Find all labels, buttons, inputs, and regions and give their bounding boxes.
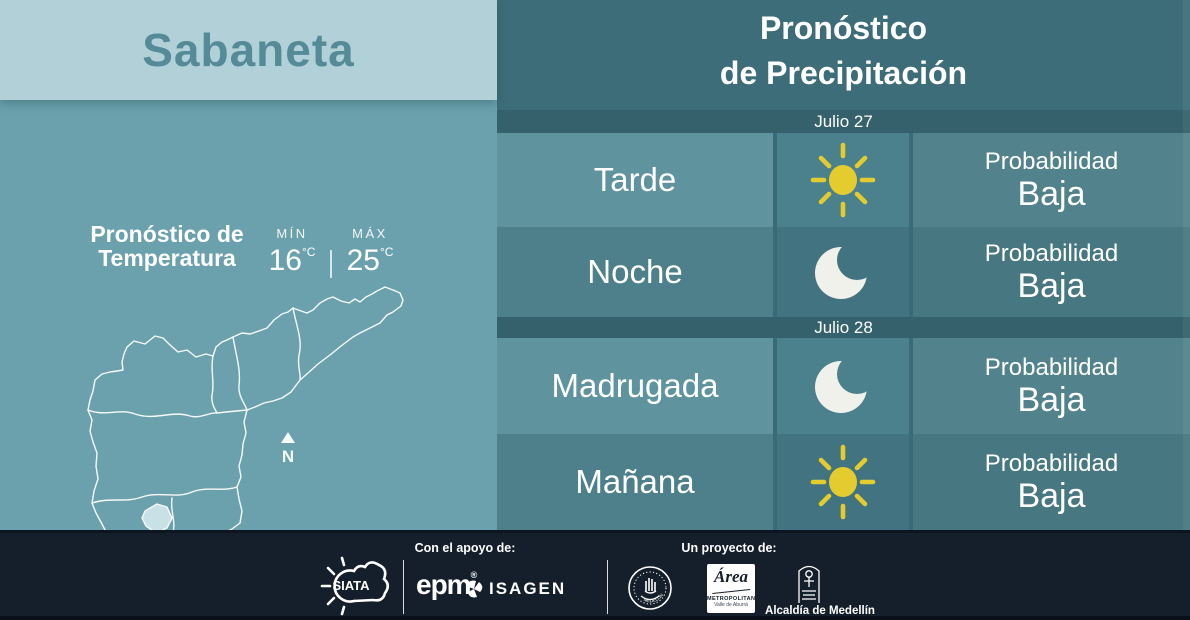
footer-bottom-line	[0, 616, 1190, 620]
area-logo-line1: METROPOLITANA	[707, 596, 755, 602]
date-band-julio-28: Julio 28	[497, 317, 1190, 338]
max-value: 25	[346, 244, 380, 277]
map-border-girardota	[232, 336, 248, 411]
map-outer-boundary	[87, 286, 404, 614]
forecast-row-tarde: Tarde Probabilidad Baja	[497, 133, 1190, 227]
area-metropolitana-logo: Área METROPOLITANA Valle de Aburrá	[707, 564, 755, 613]
precipitation-header: Pronóstico de Precipitación	[497, 0, 1190, 110]
medellin-seal-logo: MEDELLÍN	[628, 566, 672, 610]
north-arrow-icon	[281, 432, 295, 443]
city-header: Sabaneta	[0, 0, 497, 100]
map-sabaneta-highlight	[141, 503, 173, 534]
max-unit: °C	[379, 245, 394, 259]
probability-value: Baja	[1017, 477, 1086, 515]
date-label: Julio 27	[814, 111, 873, 131]
map-border-barbosa	[292, 307, 301, 381]
probability-value: Baja	[1017, 175, 1086, 213]
alcaldia-logo-text: Alcaldía de Medellín	[765, 605, 875, 617]
minmax-divider	[330, 250, 332, 278]
siata-logo-text: SIATA	[332, 578, 370, 593]
alcaldia-emblem-icon	[798, 565, 820, 603]
moon-icon	[815, 361, 867, 413]
min-label: MÍN	[276, 226, 308, 241]
page-title: Sabaneta	[142, 24, 355, 76]
area-logo-line2: Valle de Aburrá	[714, 602, 748, 608]
map-border-copacabana	[211, 355, 218, 414]
forecast-row-noche: Noche Probabilidad Baja	[497, 227, 1190, 317]
project-label: Un proyecto de:	[681, 541, 777, 555]
isagen-logo-text: ISAGEN	[489, 579, 567, 598]
forecast-row-madrugada: Madrugada Probabilidad Baja	[497, 338, 1190, 434]
precipitation-heading-line2: de Precipitación	[719, 55, 968, 91]
probability-cell: Probabilidad Baja	[913, 338, 1190, 434]
sky-icon-cell	[777, 133, 909, 227]
probability-cell: Probabilidad Baja	[913, 434, 1190, 530]
siata-logo: SIATA	[320, 556, 390, 616]
footer: Con el apoyo de: Un proyecto de: SIATA e…	[0, 530, 1190, 620]
svg-text:MEDELLÍN: MEDELLÍN	[643, 592, 664, 603]
map-border-bello	[87, 409, 248, 418]
map-border-medellin-south	[91, 486, 238, 504]
epm-logo-text: epm	[416, 569, 472, 600]
epm-logo: epm®	[416, 569, 477, 601]
min-value: 16	[268, 244, 302, 277]
sky-icon-cell	[777, 338, 909, 434]
temperature-heading: Pronóstico de Temperatura	[62, 222, 272, 270]
sun-icon	[810, 444, 876, 520]
area-logo-script: Área	[714, 567, 748, 586]
sky-icon-cell	[777, 434, 909, 530]
probability-label: Probabilidad	[984, 148, 1119, 175]
period-label: Madrugada	[497, 338, 773, 434]
probability-cell: Probabilidad Baja	[913, 133, 1190, 227]
seal-bottom-text: MEDELLÍN	[643, 592, 664, 603]
precipitation-heading-line1: Pronóstico	[759, 10, 928, 46]
period-label: Tarde	[497, 133, 773, 227]
period-label: Noche	[497, 227, 773, 317]
footer-top-line	[0, 530, 1190, 533]
temperature-panel: Pronóstico de Temperatura MÍN 16°C MÁX 2…	[0, 100, 497, 614]
max-temperature: MÁX 25°C	[328, 226, 412, 278]
forecast-row-manana: Mañana Probabilidad Baja	[497, 434, 1190, 530]
sky-icon-cell	[777, 227, 909, 317]
isagen-pinwheel-icon	[466, 580, 483, 598]
epm-registered-mark: ®	[470, 570, 478, 580]
date-band-julio-27: Julio 27	[497, 110, 1190, 133]
support-label: Con el apoyo de:	[414, 541, 516, 555]
north-letter: N	[282, 447, 294, 466]
right-edge-highlight	[1183, 0, 1190, 530]
date-label: Julio 28	[814, 317, 873, 337]
min-temperature: MÍN 16°C	[250, 226, 334, 278]
isagen-logo: ISAGEN	[463, 578, 566, 600]
probability-cell: Probabilidad Baja	[913, 227, 1190, 317]
temperature-heading-line2: Temperatura	[98, 245, 236, 271]
temperature-heading-line1: Pronóstico de	[90, 221, 244, 247]
probability-label: Probabilidad	[984, 240, 1119, 267]
probability-value: Baja	[1017, 267, 1086, 305]
footer-divider-1	[403, 560, 404, 614]
period-label: Mañana	[497, 434, 773, 530]
footer-divider-2	[607, 560, 608, 614]
probability-value: Baja	[1017, 381, 1086, 419]
probability-label: Probabilidad	[984, 450, 1119, 477]
max-label: MÁX	[352, 226, 388, 241]
min-unit: °C	[301, 245, 316, 259]
sun-icon	[810, 142, 876, 218]
moon-icon	[815, 247, 867, 299]
probability-label: Probabilidad	[984, 354, 1119, 381]
